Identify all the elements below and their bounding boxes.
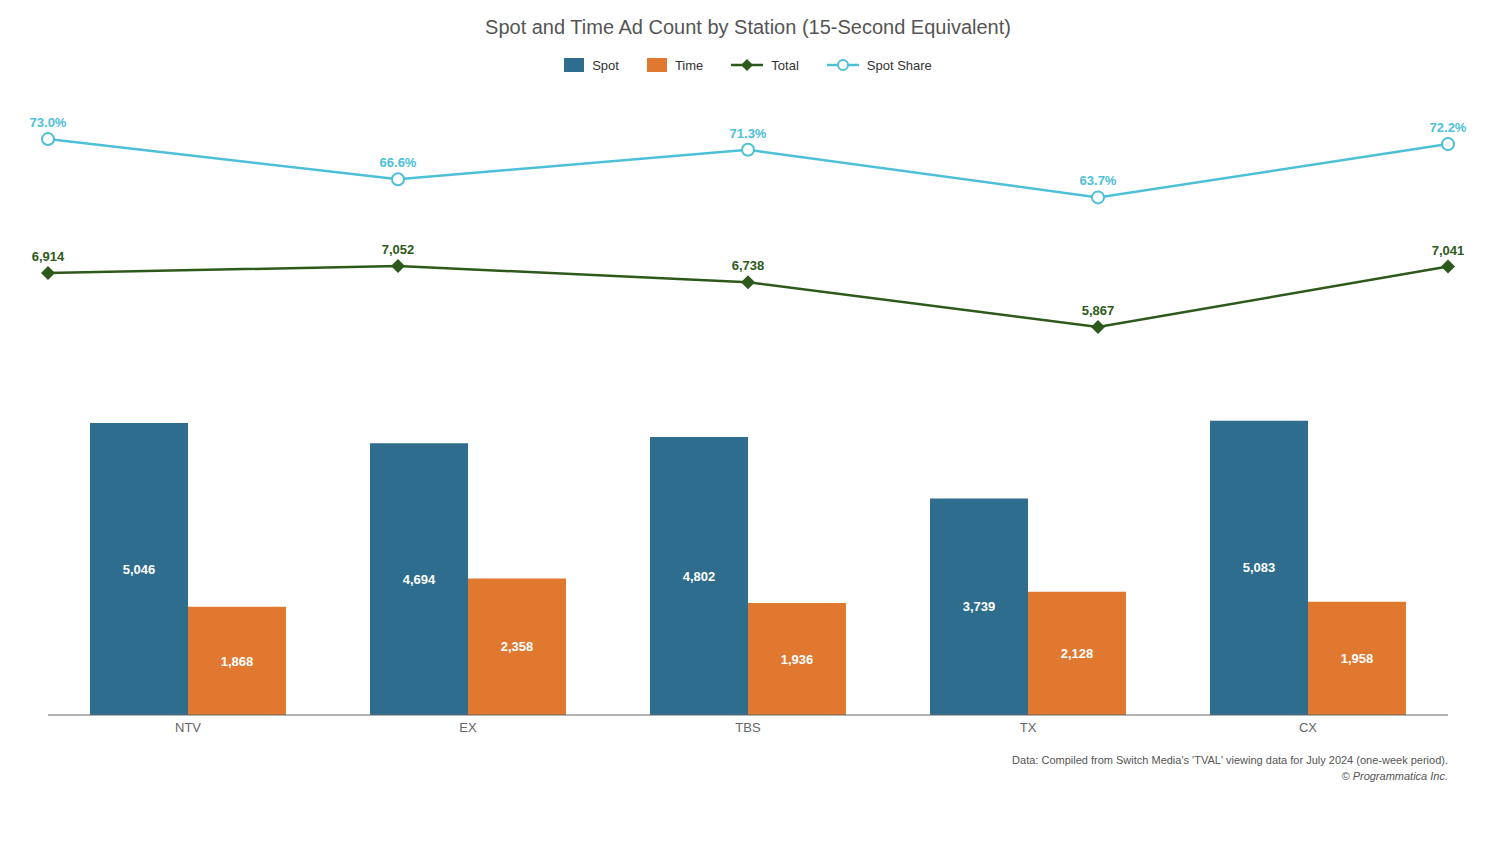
svg-text:7,041: 7,041 xyxy=(1432,243,1465,258)
html-text:Spot: Spot xyxy=(592,57,619,73)
svg-text:1,958: 1,958 xyxy=(1341,651,1374,666)
html-text:Data: Compiled from Switch Med: Data: Compiled from Switch Media's 'TVAL… xyxy=(1012,754,1448,766)
svg-text:TX: TX xyxy=(1020,720,1037,735)
svg-text:66.6%: 66.6% xyxy=(380,155,417,170)
svg-text:CX: CX xyxy=(1299,720,1317,735)
svg-text:5,867: 5,867 xyxy=(1082,303,1115,318)
html-text:Spot and Time Ad Count by Stat: Spot and Time Ad Count by Station (15-Se… xyxy=(485,16,1011,38)
svg-text:5,046: 5,046 xyxy=(123,562,156,577)
svg-text:2,358: 2,358 xyxy=(501,639,534,654)
svg-text:73.0%: 73.0% xyxy=(30,115,67,130)
svg-text:1,868: 1,868 xyxy=(221,654,254,669)
svg-text:4,802: 4,802 xyxy=(683,569,716,584)
html-text:Time: Time xyxy=(674,57,704,73)
svg-text:5,083: 5,083 xyxy=(1243,560,1276,575)
svg-text:7,052: 7,052 xyxy=(382,242,415,257)
html-text:Spot Share: Spot Share xyxy=(866,57,932,73)
svg-text:1,936: 1,936 xyxy=(781,652,814,667)
svg-text:NTV: NTV xyxy=(175,720,201,735)
html-text:© Programmatica Inc.: © Programmatica Inc. xyxy=(1341,770,1448,782)
svg-text:6,738: 6,738 xyxy=(732,258,765,273)
svg-text:6,914: 6,914 xyxy=(32,249,65,264)
html-text:Total: Total xyxy=(771,57,799,73)
svg-text:63.7%: 63.7% xyxy=(1080,173,1117,188)
svg-text:EX: EX xyxy=(459,720,477,735)
svg-text:4,694: 4,694 xyxy=(403,572,436,587)
svg-text:TBS: TBS xyxy=(735,720,761,735)
svg-text:3,739: 3,739 xyxy=(963,599,996,614)
svg-text:72.2%: 72.2% xyxy=(1430,120,1467,135)
svg-text:2,128: 2,128 xyxy=(1061,646,1094,661)
svg-text:71.3%: 71.3% xyxy=(730,126,767,141)
